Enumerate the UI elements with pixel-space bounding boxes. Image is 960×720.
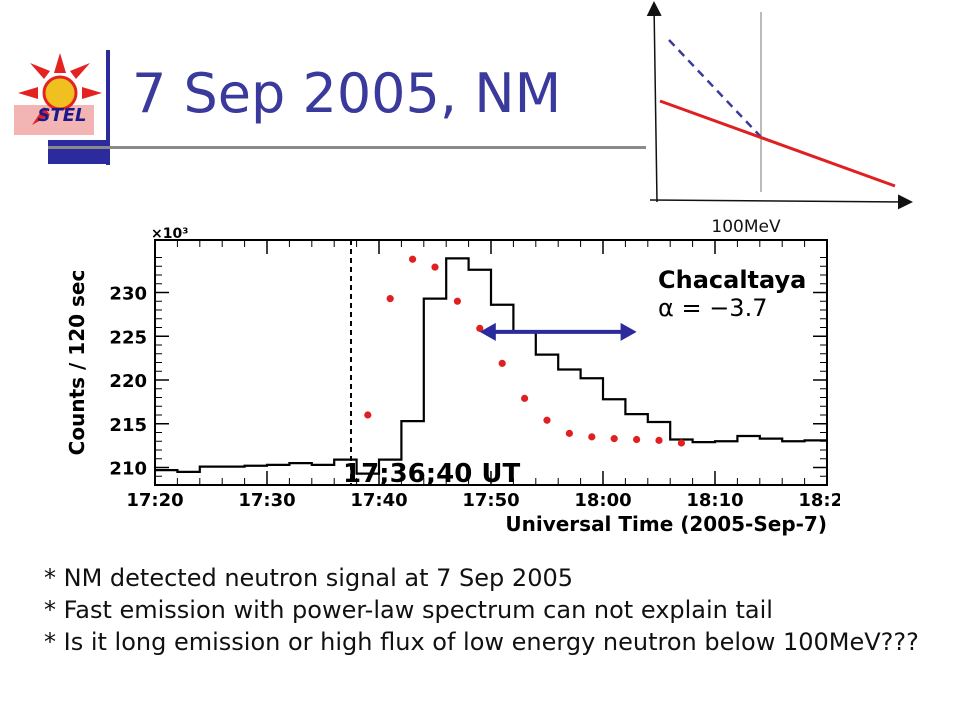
bullet-item: * Fast emission with power-law spectrum …: [44, 596, 773, 624]
title-rule: [48, 146, 646, 149]
bullet-item: * NM detected neutron signal at 7 Sep 20…: [44, 564, 573, 592]
fit-data-point: [431, 263, 439, 271]
fit-data-point: [565, 429, 573, 437]
stel-logo: STEL: [18, 53, 102, 126]
fit-data-point: [364, 411, 372, 419]
x-tick-label: 17:40: [350, 490, 407, 511]
y-multiplier-label: ×10³: [151, 226, 188, 242]
event-time-label: 17;36;40 UT: [343, 459, 521, 489]
observed-step-line: [155, 257, 827, 475]
y-tick-label: 220: [109, 371, 147, 392]
fit-data-point: [588, 433, 596, 441]
bullet-item: * Is it long emission or high flux of lo…: [44, 628, 919, 656]
count-rate-chart: 210 215 220 225 230 17:20 17:30 17:40 17:50 18:00…: [65, 226, 840, 536]
inset-x-axis: [649, 194, 913, 210]
y-axis-title: Counts / 120 sec: [65, 270, 89, 456]
accent-bar-vertical: [106, 50, 110, 165]
fit-data-point: [386, 295, 394, 303]
y-tick-label: 230: [109, 284, 147, 305]
spectrum-inset-chart: 100MeV: [646, 1, 913, 237]
fit-data-point: [610, 435, 618, 443]
accent-bar: [48, 140, 108, 164]
slide-title: 7 Sep 2005, NM: [132, 62, 562, 125]
globe-icon: [42, 75, 78, 111]
alpha-label: α = −3.7: [658, 294, 767, 322]
x-tick-label: 17:20: [126, 490, 183, 511]
y-tick-label: 215: [109, 415, 147, 436]
x-tick-label: 18:10: [686, 490, 743, 511]
y-tick-label: 210: [109, 459, 147, 480]
fit-data-point: [498, 359, 506, 367]
span-arrow-left-head: [479, 322, 496, 341]
x-tick-label: 17:30: [238, 490, 295, 511]
fit-data-point: [453, 297, 461, 305]
bullet-list: * NM detected neutron signal at 7 Sep 20…: [44, 562, 944, 658]
x-tick-label: 17:50: [462, 490, 519, 511]
y-tick-label: 225: [109, 327, 147, 348]
fit-data-point: [633, 435, 641, 444]
inset-100mev-label: 100MeV: [711, 217, 781, 237]
x-axis-title: Universal Time (2005-Sep-7): [505, 512, 827, 536]
logo-backdrop: [14, 105, 94, 135]
fit-data-point: [409, 255, 417, 263]
chart-title: Chacaltaya: [658, 266, 806, 294]
fit-data-point: [677, 439, 686, 447]
inset-y-axis: [646, 1, 662, 203]
x-tick-label: 18:00: [574, 490, 631, 511]
sun-rays-icon: [18, 53, 102, 125]
logo-text: STEL: [37, 105, 86, 126]
inset-series-solid: [659, 99, 896, 188]
fit-data-point: [476, 324, 484, 332]
fit-data-point: [543, 416, 551, 424]
fit-data-point: [655, 436, 663, 444]
fit-data-point: [521, 394, 529, 402]
x-tick-label: 18:20: [798, 490, 840, 511]
span-arrow-right-head: [620, 322, 637, 341]
